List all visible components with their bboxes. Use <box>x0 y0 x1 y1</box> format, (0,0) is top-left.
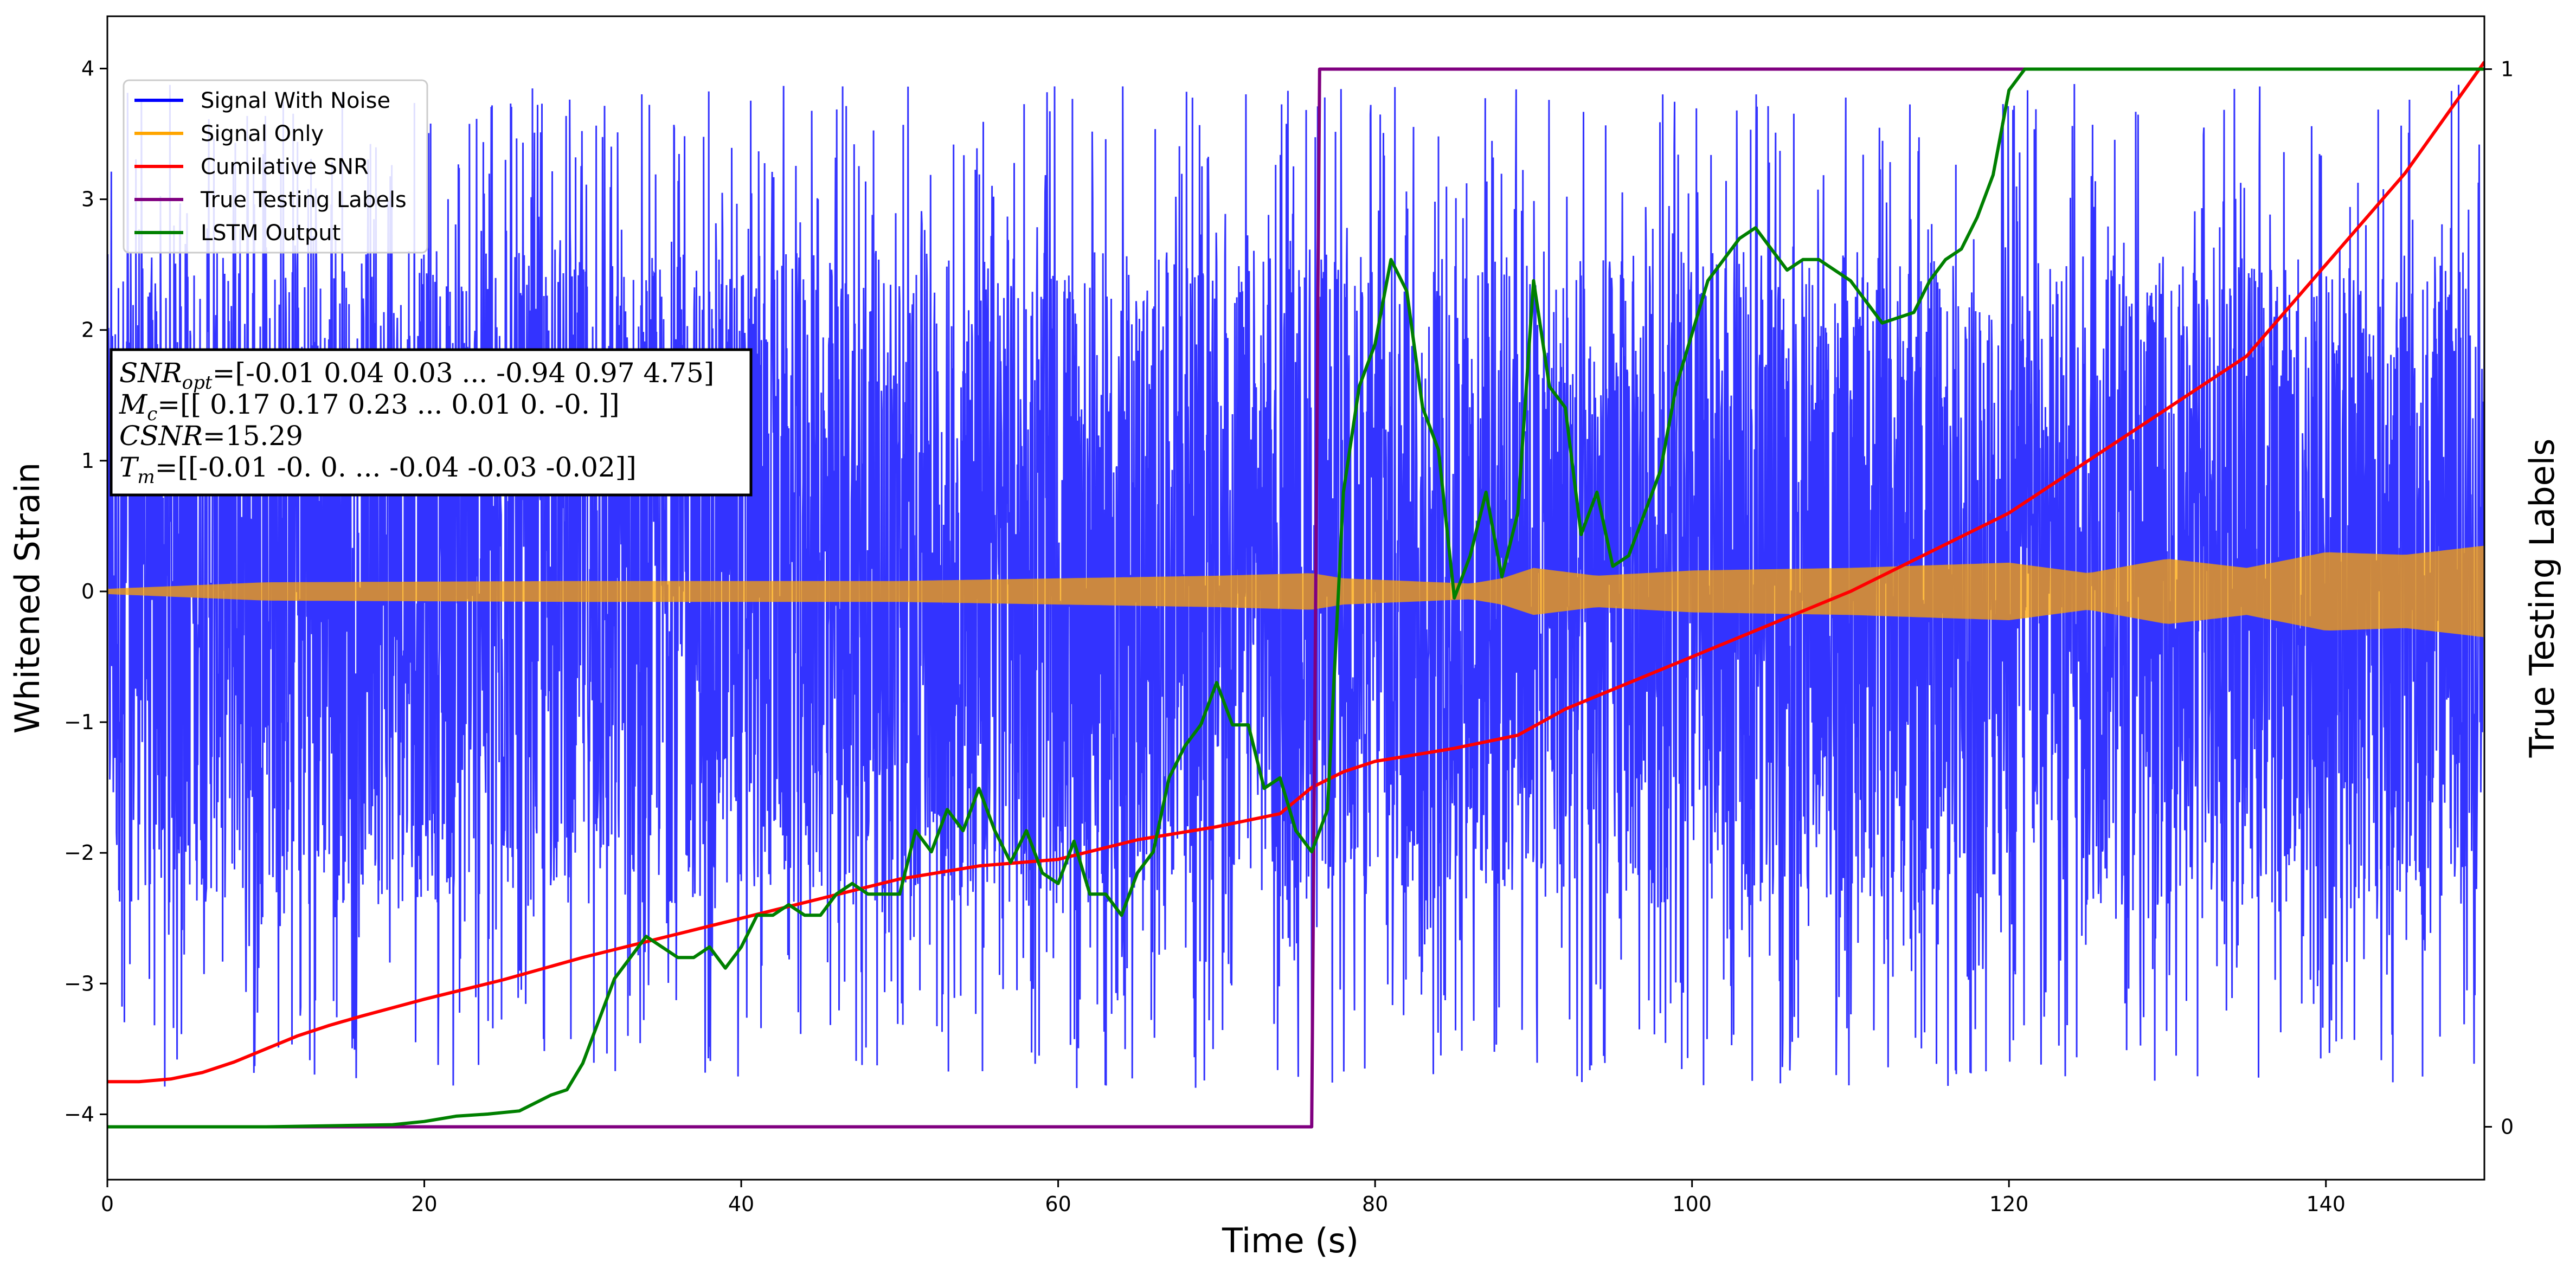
annotation-line: CSNR=15.29 <box>119 420 303 452</box>
series-lstm-output <box>107 67 2484 1129</box>
annotation-frame <box>110 348 753 497</box>
series-cumulative-snr <box>107 61 2484 1084</box>
x-tick-label: 140 <box>2306 1192 2346 1216</box>
y2-tick-label: 1 <box>2501 57 2514 81</box>
legend-entry: Signal Only <box>201 121 324 146</box>
y-tick-label: −4 <box>64 1102 94 1126</box>
y-tick-label: 3 <box>81 188 94 211</box>
series-true-testing-labels <box>107 67 2484 1129</box>
annotation-subscript: opt <box>182 372 213 394</box>
annotation-line: Tm=[[-0.01 -0. 0. ... -0.04 -0.03 -0.02]… <box>119 452 637 488</box>
annotation-line: SNRopt=[-0.01 0.04 0.03 ... -0.94 0.97 4… <box>119 357 714 394</box>
x-tick-label: 120 <box>1989 1192 2029 1216</box>
annotation-line: Mc=[[ 0.17 0.17 0.23 ... 0.01 0. -0. ]] <box>119 389 620 425</box>
x-tick-label: 80 <box>1362 1192 1388 1216</box>
x-axis-label: Time (s) <box>1222 1221 1359 1260</box>
annotation-value: =[[ 0.17 0.17 0.23 ... 0.01 0. -0. ]] <box>157 389 619 420</box>
y2-tick-label: 0 <box>2501 1115 2514 1138</box>
annotation-symbol: T <box>119 452 139 483</box>
annotation-symbol: M <box>119 389 148 420</box>
annotation-subscript: c <box>147 403 157 425</box>
annotation-value: =[[-0.01 -0. 0. ... -0.04 -0.03 -0.02]] <box>155 452 637 483</box>
legend-entry: True Testing Labels <box>200 188 407 213</box>
legend-entry: LSTM Output <box>201 221 341 246</box>
y2-axis-label: True Testing Labels <box>2522 439 2562 758</box>
y-axis-label: Whitened Strain <box>8 462 47 733</box>
x-tick-label: 60 <box>1045 1192 1071 1216</box>
y-tick-label: −3 <box>64 971 94 995</box>
x-tick-label: 40 <box>728 1192 754 1216</box>
plot-frame <box>106 15 2485 1181</box>
y-tick-label: 2 <box>81 318 94 342</box>
legend: Signal With Noise Signal Only Cumilative S… <box>123 79 428 254</box>
x-tick-label: 0 <box>101 1192 114 1216</box>
y-tick-label: 1 <box>81 449 94 473</box>
annotation-symbol: SNR <box>119 357 182 389</box>
x-tick-label: 20 <box>411 1192 437 1216</box>
series-signal-with-noise <box>107 83 2484 1089</box>
series-signal-only <box>107 545 2484 638</box>
annotation-symbol: CSNR <box>119 420 203 452</box>
legend-frame <box>123 79 428 254</box>
annotation-subscript: m <box>137 466 155 488</box>
y-tick-label: 4 <box>81 56 94 80</box>
legend-entry: Cumilative SNR <box>201 155 369 179</box>
annotation-value: =15.29 <box>203 420 303 452</box>
annotation-value: =[-0.01 0.04 0.03 ... -0.94 0.97 4.75] <box>213 357 715 389</box>
y-tick-label: −2 <box>64 841 94 865</box>
legend-entry: Signal With Noise <box>201 88 390 113</box>
y-tick-label: 0 <box>81 580 94 603</box>
y-tick-label: −1 <box>64 710 94 734</box>
x-tick-label: 100 <box>1672 1192 1712 1216</box>
annotation-box: SNRopt=[-0.01 0.04 0.03 ... -0.94 0.97 4… <box>110 348 753 497</box>
